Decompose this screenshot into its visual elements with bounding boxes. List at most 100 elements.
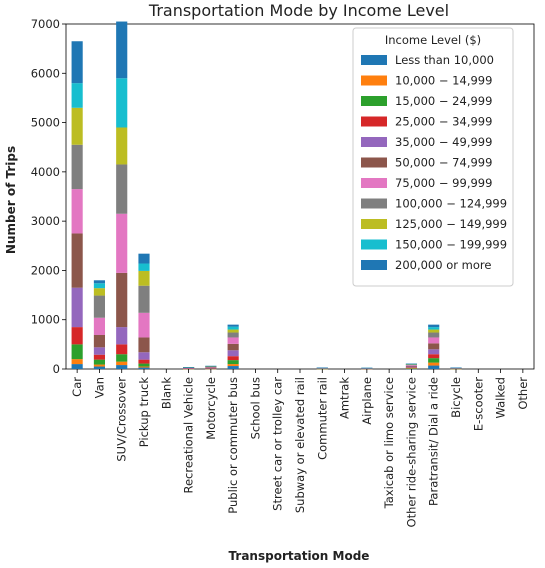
bar-segment [405, 364, 417, 365]
legend-entry: 100,000 − 124,999 [395, 197, 507, 211]
bar-segment [428, 327, 440, 330]
bar-segment [116, 344, 128, 355]
bar-segment [71, 107, 83, 145]
bar-segment [428, 354, 440, 359]
bar-segment [227, 356, 239, 361]
bar-segment [71, 344, 83, 360]
y-tick-label: 1000 [31, 313, 60, 327]
bar-segment [71, 189, 83, 234]
bar-segment [405, 363, 417, 365]
legend-swatch [361, 137, 387, 147]
bar-segment [138, 359, 150, 364]
legend-swatch [361, 55, 387, 65]
legend: Income Level ($) Less than 10,000 10,000 −… [352, 27, 514, 287]
x-tick-label: Van [92, 377, 106, 398]
bar-segment [205, 367, 217, 369]
legend-swatch [361, 260, 387, 270]
bar-segment [71, 233, 83, 288]
bar-segment [138, 285, 150, 313]
legend-swatch [361, 96, 387, 106]
x-tick-label: Commuter rail [315, 377, 329, 460]
bar-segment [93, 347, 105, 355]
bar-segment [138, 363, 150, 367]
bar-segment [138, 352, 150, 360]
legend-entry: 125,000 − 149,999 [395, 217, 507, 231]
bar-segment [405, 366, 417, 368]
bar-segment [405, 367, 417, 368]
plot-area: 0 1000 2000 3000 4000 5000 6000 7000 Car Van SUV/C… [31, 17, 535, 527]
bar-segment [205, 368, 217, 369]
legend-swatch [361, 116, 387, 127]
bar-segment [450, 367, 462, 369]
chart-title: Transportation Mode by Income Level [148, 1, 449, 20]
bar-segment [205, 367, 217, 368]
bar-segment [93, 366, 105, 369]
legend-box [352, 27, 514, 287]
x-tick-label: School bus [248, 377, 262, 439]
bar-segment [138, 337, 150, 353]
legend-entry: Less than 10,000 [395, 53, 494, 67]
bar-segment [405, 365, 417, 366]
bar-segment [116, 164, 128, 214]
bar-segment [71, 83, 83, 108]
bar-segment [116, 354, 128, 362]
bar-segment [138, 263, 150, 271]
x-tick-label: Recreational Vehicle [182, 377, 196, 494]
y-tick-label: 0 [53, 362, 60, 376]
bar-segment [361, 367, 373, 369]
x-tick-label: Car [70, 377, 84, 397]
bar-segment [138, 270, 150, 286]
bar-segment [183, 367, 195, 368]
x-tick-label: Paratransit/ Dial a ride [427, 377, 441, 506]
bar-segment [428, 337, 440, 344]
bar-segment [93, 364, 105, 367]
bar-segment [227, 343, 239, 351]
bar-segment [428, 362, 440, 366]
legend-swatch [361, 239, 387, 250]
bar-segment [227, 360, 239, 365]
bar-segment [205, 366, 217, 368]
bar-segment [205, 365, 217, 367]
bar-segment [428, 349, 440, 355]
x-tick-label: Amtrak [338, 377, 352, 419]
bar-segment [428, 329, 440, 333]
x-tick-label: Other ride-sharing service [404, 377, 418, 527]
bar-segment [428, 365, 440, 369]
legend-swatch [361, 75, 387, 86]
bar-segment [227, 350, 239, 357]
y-tick-label: 5000 [31, 116, 60, 130]
bar-segment [138, 312, 150, 338]
bar-segment [71, 41, 83, 84]
bar-segment [93, 334, 105, 348]
bar-segment [227, 329, 239, 333]
bar-segment [116, 327, 128, 345]
legend-entry: 50,000 − 74,999 [395, 156, 492, 170]
bar-segment [116, 361, 128, 366]
legend-swatch [361, 157, 387, 168]
bar-segment [138, 367, 150, 369]
legend-title: Income Level ($) [385, 33, 481, 47]
bar-segment [93, 317, 105, 335]
y-tick-label: 6000 [31, 66, 60, 80]
bar-segment [71, 364, 83, 369]
bar-segment [227, 337, 239, 344]
bar-segment [71, 287, 83, 328]
bar-segment [405, 367, 417, 369]
legend-entry: 75,000 − 99,999 [395, 176, 492, 190]
bar-segment [428, 358, 440, 363]
bar-segment [138, 366, 150, 368]
bar-segment [227, 366, 239, 369]
x-tick-label: Taxicab or limo service [382, 377, 396, 509]
bar-segment [428, 324, 440, 328]
bar-segment [405, 365, 417, 367]
legend-swatch [361, 178, 387, 188]
bar-segment [227, 364, 239, 367]
x-tick-label: Pickup truck [137, 377, 151, 448]
bar-segment [71, 327, 83, 345]
y-tick-label: 3000 [31, 214, 60, 228]
x-tick-label: E-scooter [471, 377, 485, 431]
x-tick-label: Airplane [360, 377, 374, 425]
x-tick-label: Motorcycle [204, 377, 218, 440]
x-tick-label: Street car or trolley car [271, 377, 285, 511]
y-axis-label: Number of Trips [4, 146, 18, 254]
